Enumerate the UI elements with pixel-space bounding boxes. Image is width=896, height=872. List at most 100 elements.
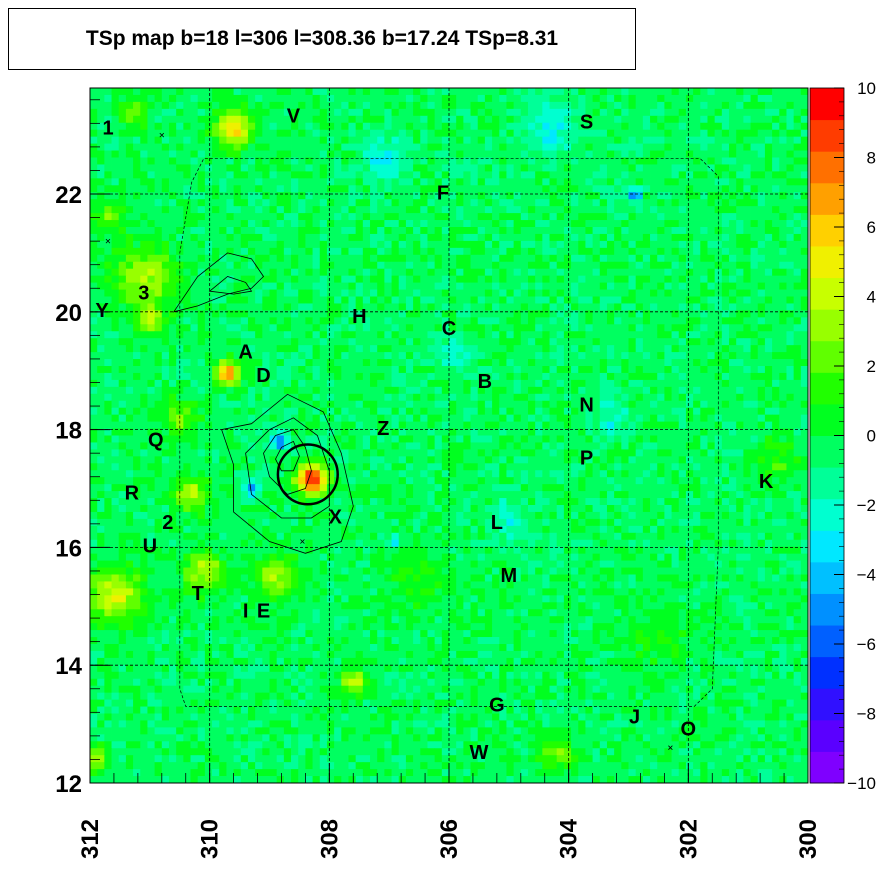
heatmap-cell — [104, 352, 112, 360]
heatmap-cell — [183, 393, 191, 402]
heatmap-cell — [391, 303, 400, 311]
heatmap-cell — [233, 345, 242, 353]
heatmap-cell — [463, 303, 471, 311]
heatmap-cell — [298, 94, 306, 103]
heatmap-cell — [334, 310, 342, 318]
heatmap-cell — [700, 261, 708, 270]
heatmap-cell — [405, 303, 414, 311]
heatmap-cell — [614, 324, 622, 332]
heatmap-cell — [707, 178, 716, 186]
heatmap-cell — [707, 240, 716, 249]
heatmap-cell — [499, 372, 507, 381]
heatmap-cell — [276, 421, 285, 429]
heatmap-cell — [606, 289, 615, 297]
heatmap-cell — [556, 94, 565, 103]
heatmap-cell — [355, 372, 364, 381]
heatmap-cell — [441, 345, 450, 353]
heatmap-cell — [283, 324, 292, 332]
heatmap-cell — [370, 331, 378, 339]
heatmap-cell — [736, 268, 744, 277]
heatmap-cell — [556, 400, 565, 409]
heatmap-cell — [764, 414, 773, 422]
heatmap-cell — [427, 379, 436, 388]
heatmap-cell — [341, 324, 349, 332]
heatmap-cell — [786, 233, 795, 242]
heatmap-cell — [269, 261, 278, 270]
heatmap-cell — [542, 303, 550, 311]
heatmap-cell — [743, 94, 751, 103]
heatmap-cell — [685, 213, 694, 221]
heatmap-cell — [147, 185, 156, 193]
heatmap-cell — [484, 101, 493, 110]
heatmap-cell — [240, 386, 249, 395]
heatmap-cell — [240, 331, 249, 339]
heatmap-cell — [204, 88, 213, 96]
heatmap-cell — [212, 171, 220, 179]
heatmap-cell — [635, 178, 644, 186]
heatmap-cell — [772, 421, 780, 429]
heatmap-cell — [535, 129, 543, 138]
heatmap-cell — [291, 247, 299, 256]
heatmap-cell — [779, 261, 787, 270]
heatmap-cell — [133, 282, 141, 290]
heatmap-cell — [642, 317, 651, 325]
heatmap-cell — [377, 136, 385, 144]
heatmap-cell — [104, 268, 112, 277]
heatmap-cell — [319, 171, 328, 179]
heatmap-cell — [305, 143, 313, 151]
heatmap-cell — [520, 178, 529, 186]
heatmap-cell — [233, 331, 242, 339]
heatmap-cell — [348, 143, 357, 151]
heatmap-cell — [319, 220, 328, 228]
heatmap-cell — [434, 122, 443, 131]
heatmap-cell — [262, 421, 270, 429]
heatmap-cell — [599, 282, 608, 290]
heatmap-cell — [578, 421, 586, 429]
heatmap-cell — [642, 303, 651, 311]
heatmap-cell — [700, 282, 708, 290]
heatmap-cell — [642, 164, 651, 172]
heatmap-cell — [391, 393, 400, 402]
heatmap-cell — [398, 345, 407, 353]
heatmap-cell — [772, 136, 780, 144]
heatmap-cell — [176, 213, 184, 221]
heatmap-cell — [140, 282, 148, 290]
heatmap-cell — [161, 275, 170, 283]
heatmap-cell — [650, 108, 658, 117]
heatmap-cell — [276, 143, 285, 151]
heatmap-cell — [118, 115, 127, 124]
heatmap-cell — [255, 310, 263, 318]
heatmap-cell — [535, 206, 543, 214]
heatmap-cell — [168, 254, 177, 263]
heatmap-cell — [700, 254, 708, 263]
heatmap-cell — [786, 192, 795, 200]
heatmap-cell — [721, 414, 730, 422]
heatmap-cell — [449, 108, 457, 117]
heatmap-cell — [470, 150, 479, 158]
heatmap-cell — [700, 317, 708, 325]
heatmap-cell — [599, 233, 608, 242]
heatmap-cell — [341, 227, 349, 235]
heatmap-cell — [463, 129, 471, 138]
heatmap-cell — [204, 386, 213, 395]
heatmap-cell — [355, 206, 364, 214]
heatmap-cell — [449, 400, 457, 409]
heatmap-cell — [578, 115, 586, 124]
heatmap-cell — [743, 407, 751, 416]
heatmap-cell — [413, 400, 421, 409]
heatmap-cell — [772, 192, 780, 200]
heatmap-cell — [269, 317, 278, 325]
heatmap-cell — [111, 254, 120, 263]
heatmap-cell — [276, 317, 285, 325]
heatmap-cell — [772, 414, 780, 422]
heatmap-cell — [247, 227, 256, 235]
heatmap-cell — [628, 213, 637, 221]
heatmap-cell — [391, 324, 400, 332]
heatmap-cell — [700, 386, 708, 395]
heatmap-cell — [477, 178, 486, 186]
heatmap-cell — [154, 407, 163, 416]
heatmap-cell — [743, 206, 751, 214]
heatmap-cell — [513, 220, 522, 228]
heatmap-cell — [197, 428, 206, 436]
heatmap-cell — [729, 296, 737, 304]
